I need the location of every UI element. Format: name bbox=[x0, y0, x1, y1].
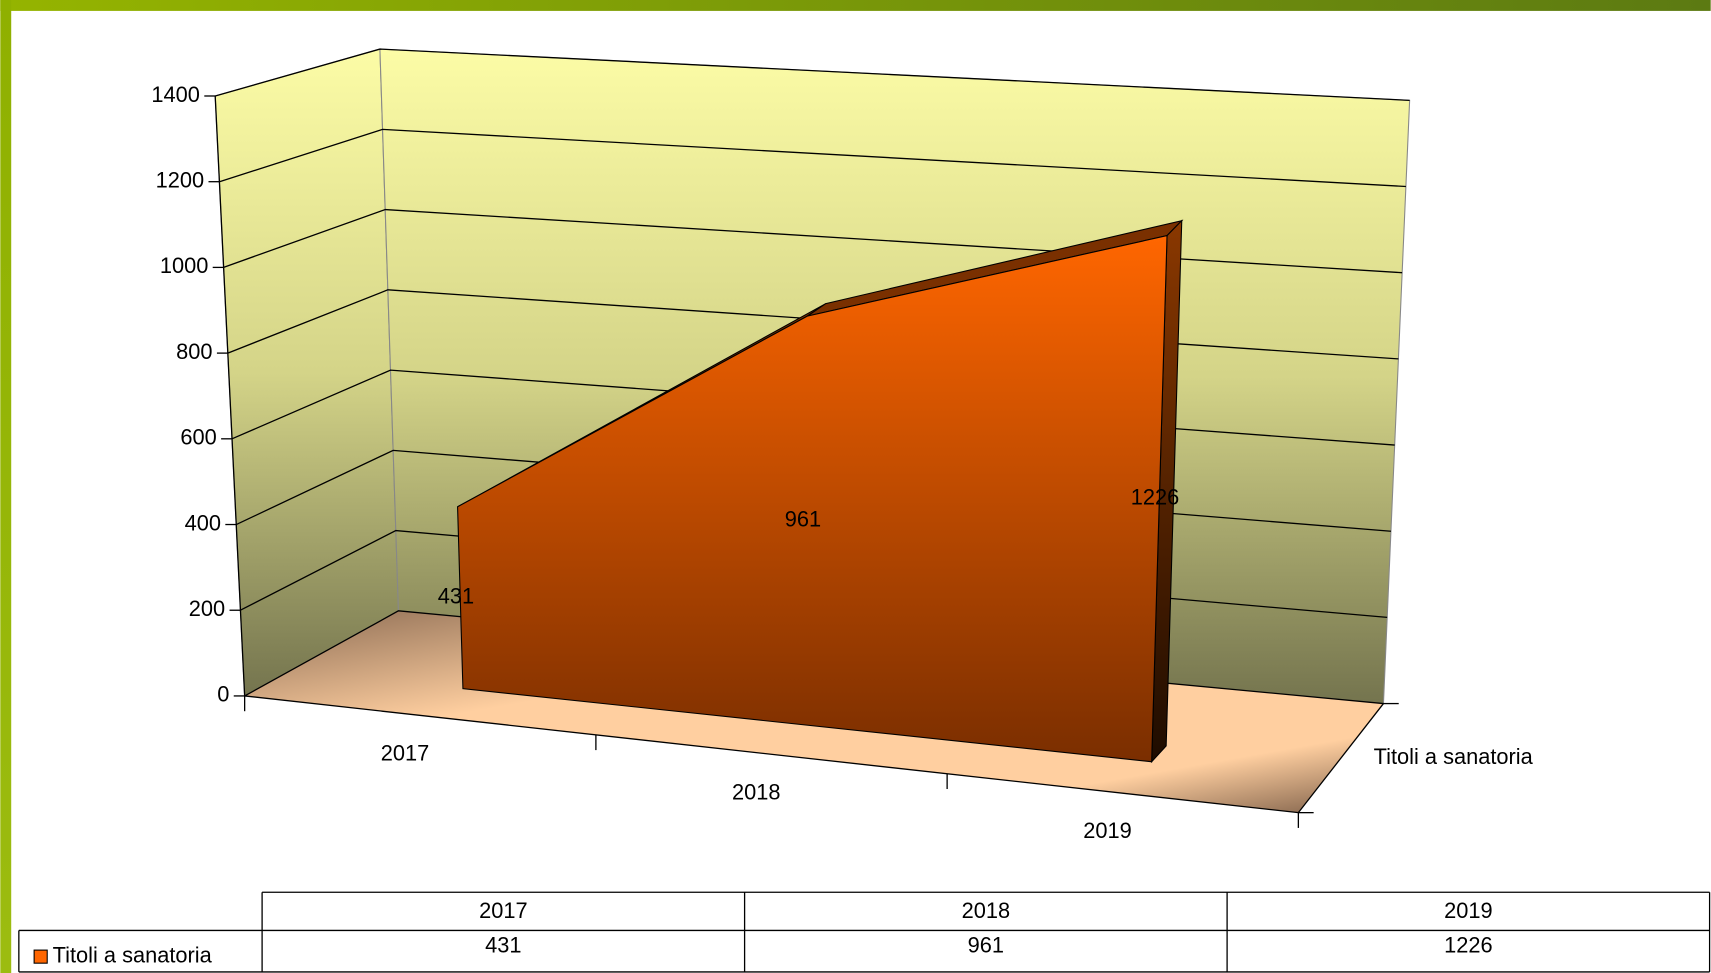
y-tick-label: 1400 bbox=[151, 82, 199, 107]
y-tick-label: 0 bbox=[217, 682, 229, 707]
y-axis bbox=[214, 95, 246, 696]
table-header: 2018 bbox=[962, 898, 1011, 923]
frame-top bbox=[0, 0, 1711, 11]
legend-label: Titoli a sanatoria bbox=[53, 942, 213, 967]
frame-left bbox=[0, 0, 12, 973]
y-tick-label: 800 bbox=[176, 339, 212, 364]
y-tick-label: 400 bbox=[185, 510, 221, 535]
data-table: 2017 2018 2019 431 961 1226 Titoli a sanatoria bbox=[18, 891, 1711, 973]
table-header: 2019 bbox=[1444, 898, 1493, 923]
y-tick-label: 1200 bbox=[156, 167, 205, 192]
plot-area: 0 200 400 600 800 1000 1200 1400 2017 2018 2019 Tit… bbox=[151, 48, 1534, 843]
table-header: 2017 bbox=[479, 898, 528, 923]
x-tick-label: 2017 bbox=[381, 740, 430, 765]
depth-axis-label: Titoli a sanatoria bbox=[1374, 744, 1534, 769]
grid-line bbox=[215, 48, 1410, 102]
legend-swatch bbox=[33, 949, 48, 964]
y-tick-label: 200 bbox=[189, 596, 225, 621]
data-label: 431 bbox=[438, 583, 474, 608]
data-label: 961 bbox=[785, 506, 821, 531]
area bbox=[457, 234, 1168, 763]
data-label: 1226 bbox=[1131, 484, 1180, 509]
y-tick-label: 600 bbox=[180, 425, 216, 450]
x-axis bbox=[244, 695, 1299, 814]
depth-axis bbox=[1297, 703, 1384, 814]
y-tick-label: 1000 bbox=[160, 253, 208, 278]
x-tick-label: 2019 bbox=[1083, 818, 1132, 843]
x-tick-label: 2018 bbox=[732, 779, 781, 804]
left-wall bbox=[214, 48, 400, 697]
table-value: 1226 bbox=[1444, 933, 1493, 958]
table-value: 431 bbox=[485, 933, 521, 958]
grid-line bbox=[219, 128, 1406, 188]
table-value: 961 bbox=[968, 933, 1004, 958]
